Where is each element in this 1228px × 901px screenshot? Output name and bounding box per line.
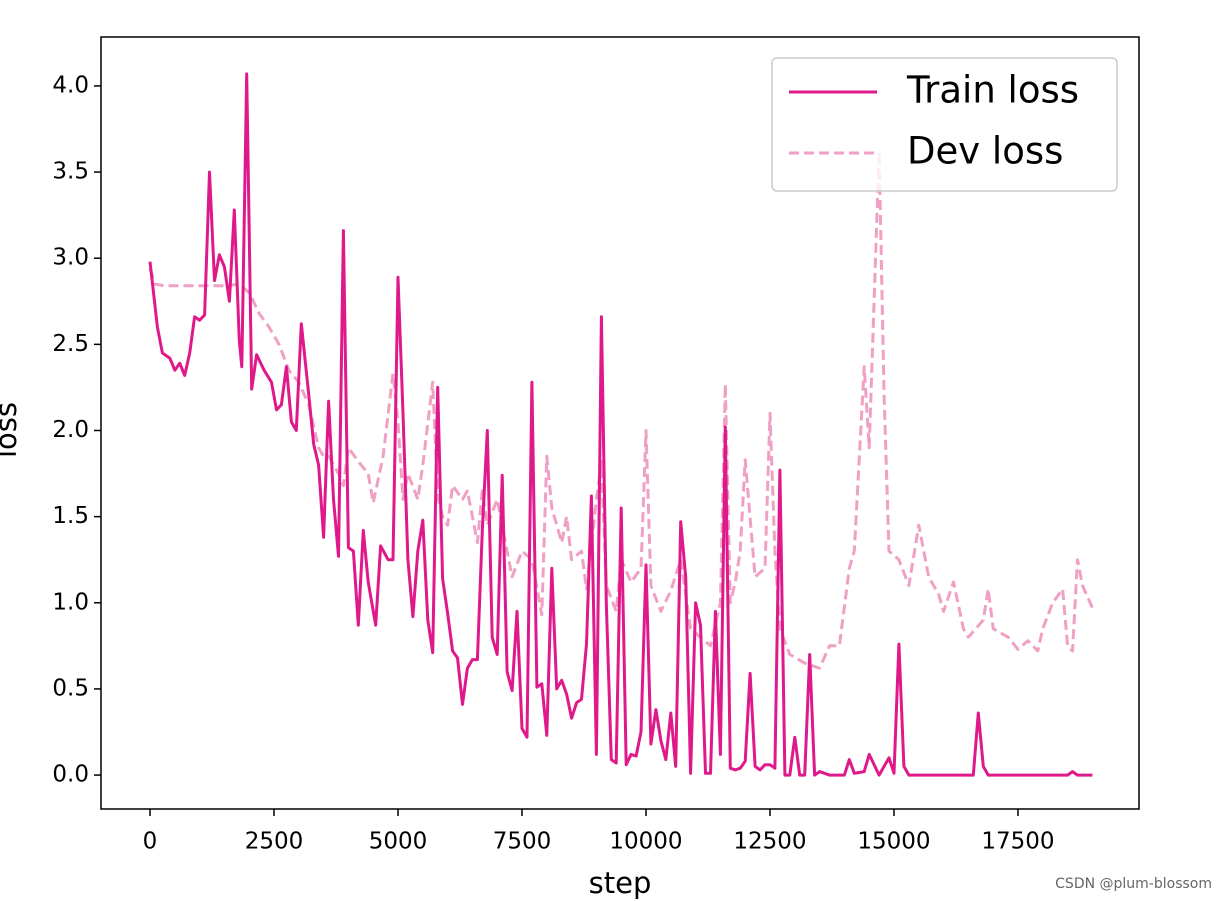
y-tick-label: 2.5 — [52, 331, 89, 357]
x-tick-label: 5000 — [369, 829, 428, 855]
x-tick-label: 2500 — [245, 829, 304, 855]
x-tick-label: 15000 — [857, 829, 930, 855]
legend-label: Train loss — [906, 69, 1079, 112]
legend-label: Dev loss — [907, 130, 1063, 173]
y-tick-label: 1.0 — [52, 589, 89, 615]
x-axis-label: step — [589, 866, 652, 900]
x-tick-label: 17500 — [981, 829, 1054, 855]
x-tick-label: 10000 — [609, 829, 682, 855]
y-tick-label: 0.0 — [52, 762, 89, 788]
x-tick-label: 12500 — [733, 829, 806, 855]
x-tick-label: 0 — [143, 829, 158, 855]
watermark: CSDN @plum-blossom — [1055, 876, 1212, 892]
y-tick-label: 3.5 — [52, 159, 89, 185]
plot-frame — [100, 36, 1140, 810]
series-line — [148, 72, 1093, 777]
y-tick-label: 4.0 — [52, 72, 89, 98]
y-tick-label: 2.0 — [52, 417, 89, 443]
y-tick-label: 3.0 — [52, 245, 89, 271]
y-tick-label: 1.5 — [52, 503, 89, 529]
y-axis-label: loss — [0, 402, 23, 458]
x-tick-label: 7500 — [493, 829, 552, 855]
y-tick-label: 0.5 — [52, 675, 89, 701]
